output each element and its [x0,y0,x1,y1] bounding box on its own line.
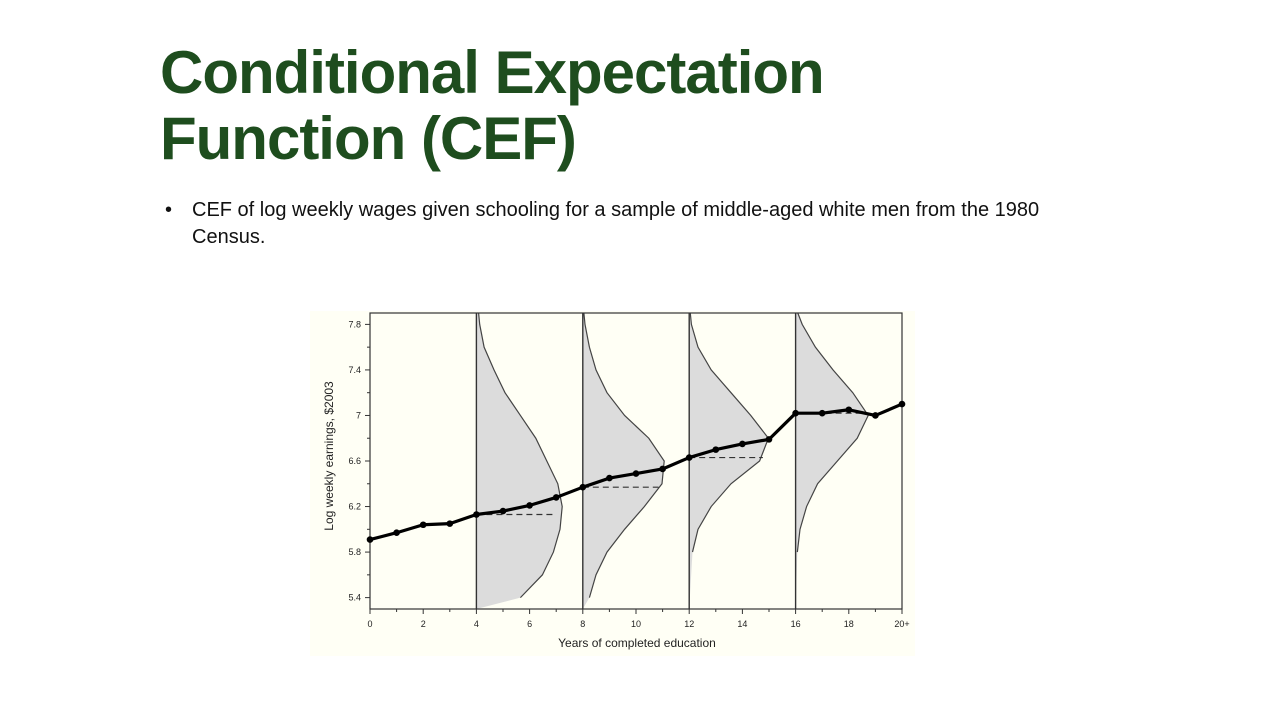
x-tick-label: 8 [580,619,585,629]
cef-point [473,511,480,518]
slide-title: Conditional Expectation Function (CEF) [160,40,1160,172]
cef-point [659,465,666,473]
x-tick-label: 4 [474,619,479,629]
cef-point [446,520,454,527]
cef-point [419,521,427,529]
y-tick-label: 6.6 [348,456,361,466]
density-curve [478,312,563,599]
cef-point [685,454,693,461]
cef-point [366,536,374,543]
cef-point [606,474,613,482]
bullet-list: • CEF of log weekly wages given schoolin… [165,197,1085,251]
cef-point [765,436,773,443]
bullet-text: CEF of log weekly wages given schooling … [192,199,1040,248]
bullet-marker: • [165,199,173,221]
y-tick-label: 6.2 [348,502,361,512]
density-curve [583,312,665,598]
cef-point [632,470,640,477]
y-tick-label: 7.4 [348,365,361,375]
y-tick-label: 7.8 [348,319,361,329]
bullet-item: • CEF of log weekly wages given schoolin… [165,197,1085,251]
cef-point [872,412,879,419]
x-tick-label: 14 [737,619,747,629]
cef-point [898,400,906,408]
slide-title-line-2: Function (CEF) [160,105,577,172]
x-tick-label: 2 [421,619,426,629]
cef-chart: 0 2 4 6 8 10 12 14 16 18 20+ 5.4 5.8 6.2 6.6 7 7.4 7.8 Ye… [310,311,915,656]
x-tick-label: 6 [527,619,532,629]
y-tick-label: 5.8 [348,547,361,557]
cef-point [526,502,533,509]
x-tick-label: 16 [791,619,801,629]
density-curve [689,312,770,553]
cef-series [366,400,906,543]
cef-point [792,409,799,417]
x-tick-label: 10 [631,619,641,629]
density-fill [582,313,665,609]
cef-point [739,440,746,448]
cef-point [712,446,720,453]
chart-axes: 0 2 4 6 8 10 12 14 16 18 20+ 5.4 5.8 6.2 6.6 7 7.4 7.8 [348,312,910,629]
cef-chart-figure: 0 2 4 6 8 10 12 14 16 18 20+ 5.4 5.8 6.2 6.6 7 7.4 7.8 Ye… [310,311,915,656]
density-fill [689,313,769,609]
y-tick-label: 5.4 [348,593,361,603]
x-axis-label: Years of completed education [558,636,716,650]
density-fill [795,313,869,609]
conditional-distributions [475,312,869,609]
cef-point [845,406,853,414]
x-tick-label: 18 [844,619,854,629]
y-axis-label: Log weekly earnings, $2003 [322,381,336,531]
density-fill [476,313,563,609]
cef-point [818,409,826,417]
cef-point [579,483,587,491]
x-tick-label: 20+ [894,619,909,629]
x-tick-label: 12 [684,619,694,629]
cef-point [499,507,507,515]
density-curve [796,312,869,553]
x-tick-label: 0 [367,619,372,629]
y-tick-label: 7 [356,410,361,420]
slide-title-line-1: Conditional Expectation [160,39,825,106]
cef-point [393,529,400,537]
cef-point [552,494,560,501]
